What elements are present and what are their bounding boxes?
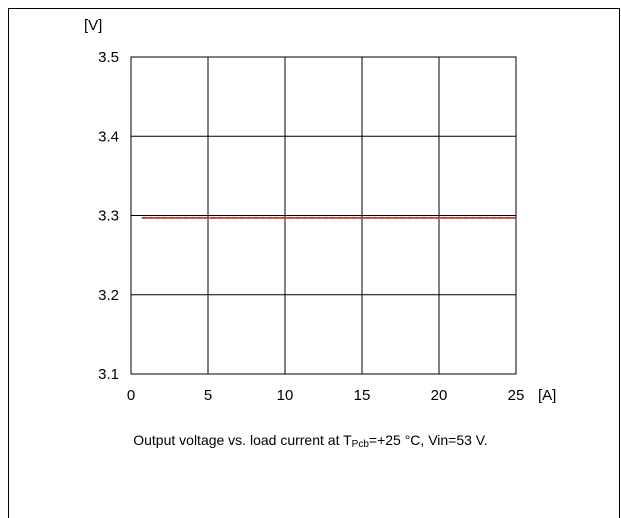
y-tick-label-3: 3.2 (98, 287, 119, 304)
x-tick-label-1: 5 (204, 387, 212, 404)
tick-labels: 0 5 10 15 20 25 3.5 3.4 3.3 3.2 3.1 (98, 49, 524, 404)
figure-frame (8, 8, 620, 518)
chart-caption: Output voltage vs. load current at TPcb=… (0, 432, 621, 450)
y-axis-unit: [V] (84, 17, 102, 34)
plot-border (130, 56, 517, 375)
y-tick-label-4: 3.1 (98, 366, 119, 383)
y-tick-label-1: 3.4 (98, 128, 119, 145)
x-tick-label-0: 0 (127, 387, 135, 404)
x-tick-label-4: 20 (431, 387, 448, 404)
x-axis-unit: [A] (538, 387, 556, 404)
x-tick-label-3: 15 (354, 387, 371, 404)
caption-suffix: =+25 °C, Vin=53 V. (368, 432, 488, 448)
y-tick-label-2: 3.3 (98, 208, 119, 225)
grid (130, 56, 517, 375)
caption-prefix: Output voltage vs. load current at T (133, 432, 352, 448)
caption-subscript: Pcb (351, 439, 369, 450)
y-tick-label-0: 3.5 (98, 49, 119, 66)
x-tick-label-2: 10 (277, 387, 294, 404)
x-tick-label-5: 25 (508, 387, 525, 404)
